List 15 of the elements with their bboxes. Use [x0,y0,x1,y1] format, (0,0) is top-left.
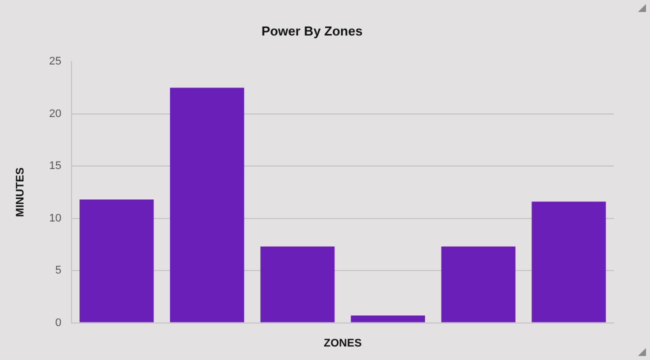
y-tick-label: 0 [55,316,62,329]
bar [260,246,335,322]
bar [441,246,516,322]
y-tick-label: 15 [49,160,62,172]
bar [80,200,154,322]
bar [350,315,426,322]
y-tick-label: 10 [49,212,62,224]
bar [170,88,244,322]
y-tick-label: 20 [49,108,62,120]
y-tick-label: 5 [55,264,62,277]
chart-title: Power By Zones [261,23,363,38]
x-axis-title: ZONES [324,337,362,350]
bar [532,202,606,322]
y-axis-title: MINUTES [14,167,27,217]
y-tick-label: 25 [49,56,62,68]
